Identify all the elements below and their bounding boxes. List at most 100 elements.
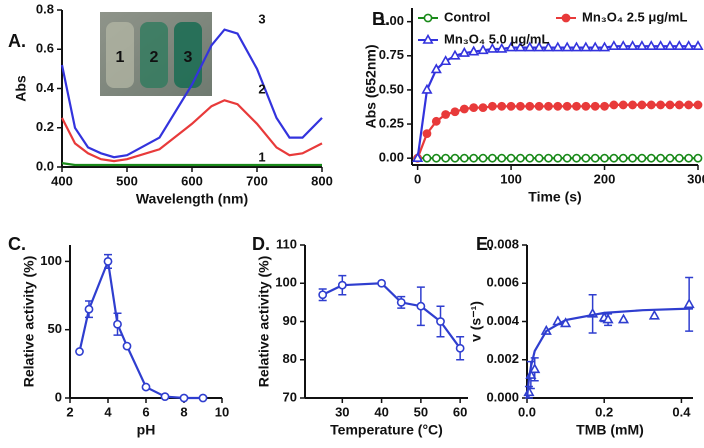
y-tick-label: 0.008 — [486, 236, 519, 251]
data-point — [103, 256, 113, 266]
y-axis-title: Relative activity (%) — [21, 256, 37, 388]
y-tick-label: 0.75 — [379, 47, 404, 62]
data-point — [396, 297, 406, 307]
data-point — [618, 100, 628, 110]
data-point — [674, 153, 684, 163]
data-point — [590, 153, 600, 163]
series-line — [416, 103, 698, 159]
data-point — [431, 116, 441, 126]
data-point — [534, 101, 544, 111]
tube — [140, 22, 168, 88]
series-line — [322, 282, 461, 349]
x-tick-label: 200 — [594, 171, 616, 186]
data-point — [590, 101, 600, 111]
series-line — [61, 99, 323, 163]
x-tick-label: 50 — [414, 404, 428, 419]
data-point — [598, 41, 611, 52]
data-point — [497, 153, 507, 163]
x-axis-title: Time (s) — [528, 189, 581, 205]
x-tick-label: 6 — [142, 404, 149, 419]
data-point — [84, 304, 94, 314]
y-axis-title: Relative activity (%) — [256, 256, 272, 388]
data-point — [628, 100, 637, 110]
legend-marker — [423, 13, 433, 23]
y-tick-label: 70 — [283, 389, 297, 404]
data-point — [562, 153, 572, 163]
y-tick-label: 0.006 — [486, 275, 519, 290]
data-point — [436, 317, 445, 326]
data-point — [459, 153, 469, 163]
legend-label: Mn₃O₄ 2.5 μg/mL — [582, 9, 687, 24]
x-tick-label: 8 — [180, 404, 187, 419]
data-point — [525, 153, 535, 163]
data-point — [478, 103, 488, 113]
x-tick-label: 40 — [374, 404, 388, 419]
data-point — [581, 101, 591, 111]
data-point — [553, 101, 563, 111]
data-point — [450, 153, 460, 163]
data-point — [637, 100, 647, 110]
data-point — [684, 100, 694, 110]
data-point — [683, 40, 695, 51]
data-point — [377, 278, 386, 288]
data-point — [693, 153, 703, 163]
tube — [106, 22, 134, 88]
data-point — [529, 363, 541, 374]
data-point — [441, 153, 451, 163]
y-tick-label: 0.2 — [36, 119, 54, 134]
data-point — [673, 40, 685, 51]
data-point — [160, 392, 170, 402]
data-point — [450, 107, 460, 117]
x-tick-label: 0.2 — [595, 404, 613, 419]
data-point — [552, 41, 564, 52]
data-point — [533, 41, 545, 52]
x-tick-label: 30 — [335, 404, 349, 419]
data-point — [412, 152, 424, 162]
x-tick-label: 2 — [66, 404, 73, 419]
annotation: 3 — [258, 11, 265, 26]
data-point — [637, 153, 647, 163]
data-point — [553, 153, 563, 163]
data-point — [627, 40, 639, 51]
panel-label: D. — [252, 234, 270, 254]
tube — [174, 22, 202, 88]
data-point — [656, 153, 666, 163]
x-tick-label: 0.4 — [672, 404, 691, 419]
data-point — [674, 100, 684, 110]
data-point — [534, 153, 544, 163]
data-point — [628, 153, 637, 163]
data-point — [478, 153, 488, 163]
data-point — [580, 41, 592, 52]
y-tick-label: 1.00 — [379, 13, 404, 28]
data-point — [337, 280, 347, 290]
data-point — [572, 153, 581, 163]
data-point — [581, 153, 591, 163]
data-point — [589, 41, 601, 52]
y-tick-label: 100 — [275, 275, 297, 290]
data-point — [486, 42, 498, 53]
x-tick-label: 60 — [453, 404, 467, 419]
data-point — [458, 46, 470, 57]
data-point — [684, 153, 694, 163]
x-tick-label: 10 — [215, 404, 229, 419]
data-point — [572, 101, 581, 111]
x-tick-label: 500 — [116, 173, 138, 188]
data-point — [416, 301, 426, 311]
y-axis-title: Abs (652nm) — [363, 44, 379, 128]
data-point — [449, 49, 461, 60]
data-point — [646, 100, 656, 110]
data-point — [542, 41, 555, 52]
legend-marker — [561, 13, 571, 23]
data-point — [430, 63, 442, 74]
y-axis-title: v (s⁻¹) — [468, 301, 484, 342]
series-line — [525, 307, 694, 399]
y-tick-label: 0.00 — [379, 150, 404, 165]
data-point — [609, 153, 619, 163]
x-tick-label: 4 — [104, 404, 112, 419]
legend-marker — [422, 33, 434, 44]
data-point — [113, 319, 122, 329]
data-point — [602, 313, 614, 324]
data-point — [422, 129, 432, 138]
